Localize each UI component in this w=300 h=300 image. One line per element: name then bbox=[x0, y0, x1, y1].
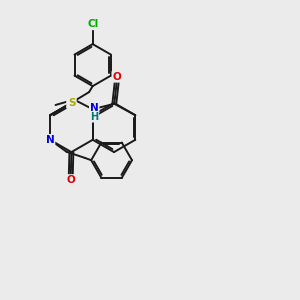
Text: N: N bbox=[90, 103, 99, 113]
Text: Cl: Cl bbox=[87, 19, 98, 29]
Text: H: H bbox=[90, 112, 98, 122]
Text: O: O bbox=[66, 175, 75, 185]
Text: O: O bbox=[112, 72, 121, 82]
Text: N: N bbox=[46, 135, 55, 145]
Text: S: S bbox=[68, 98, 75, 108]
Text: N: N bbox=[67, 98, 76, 108]
